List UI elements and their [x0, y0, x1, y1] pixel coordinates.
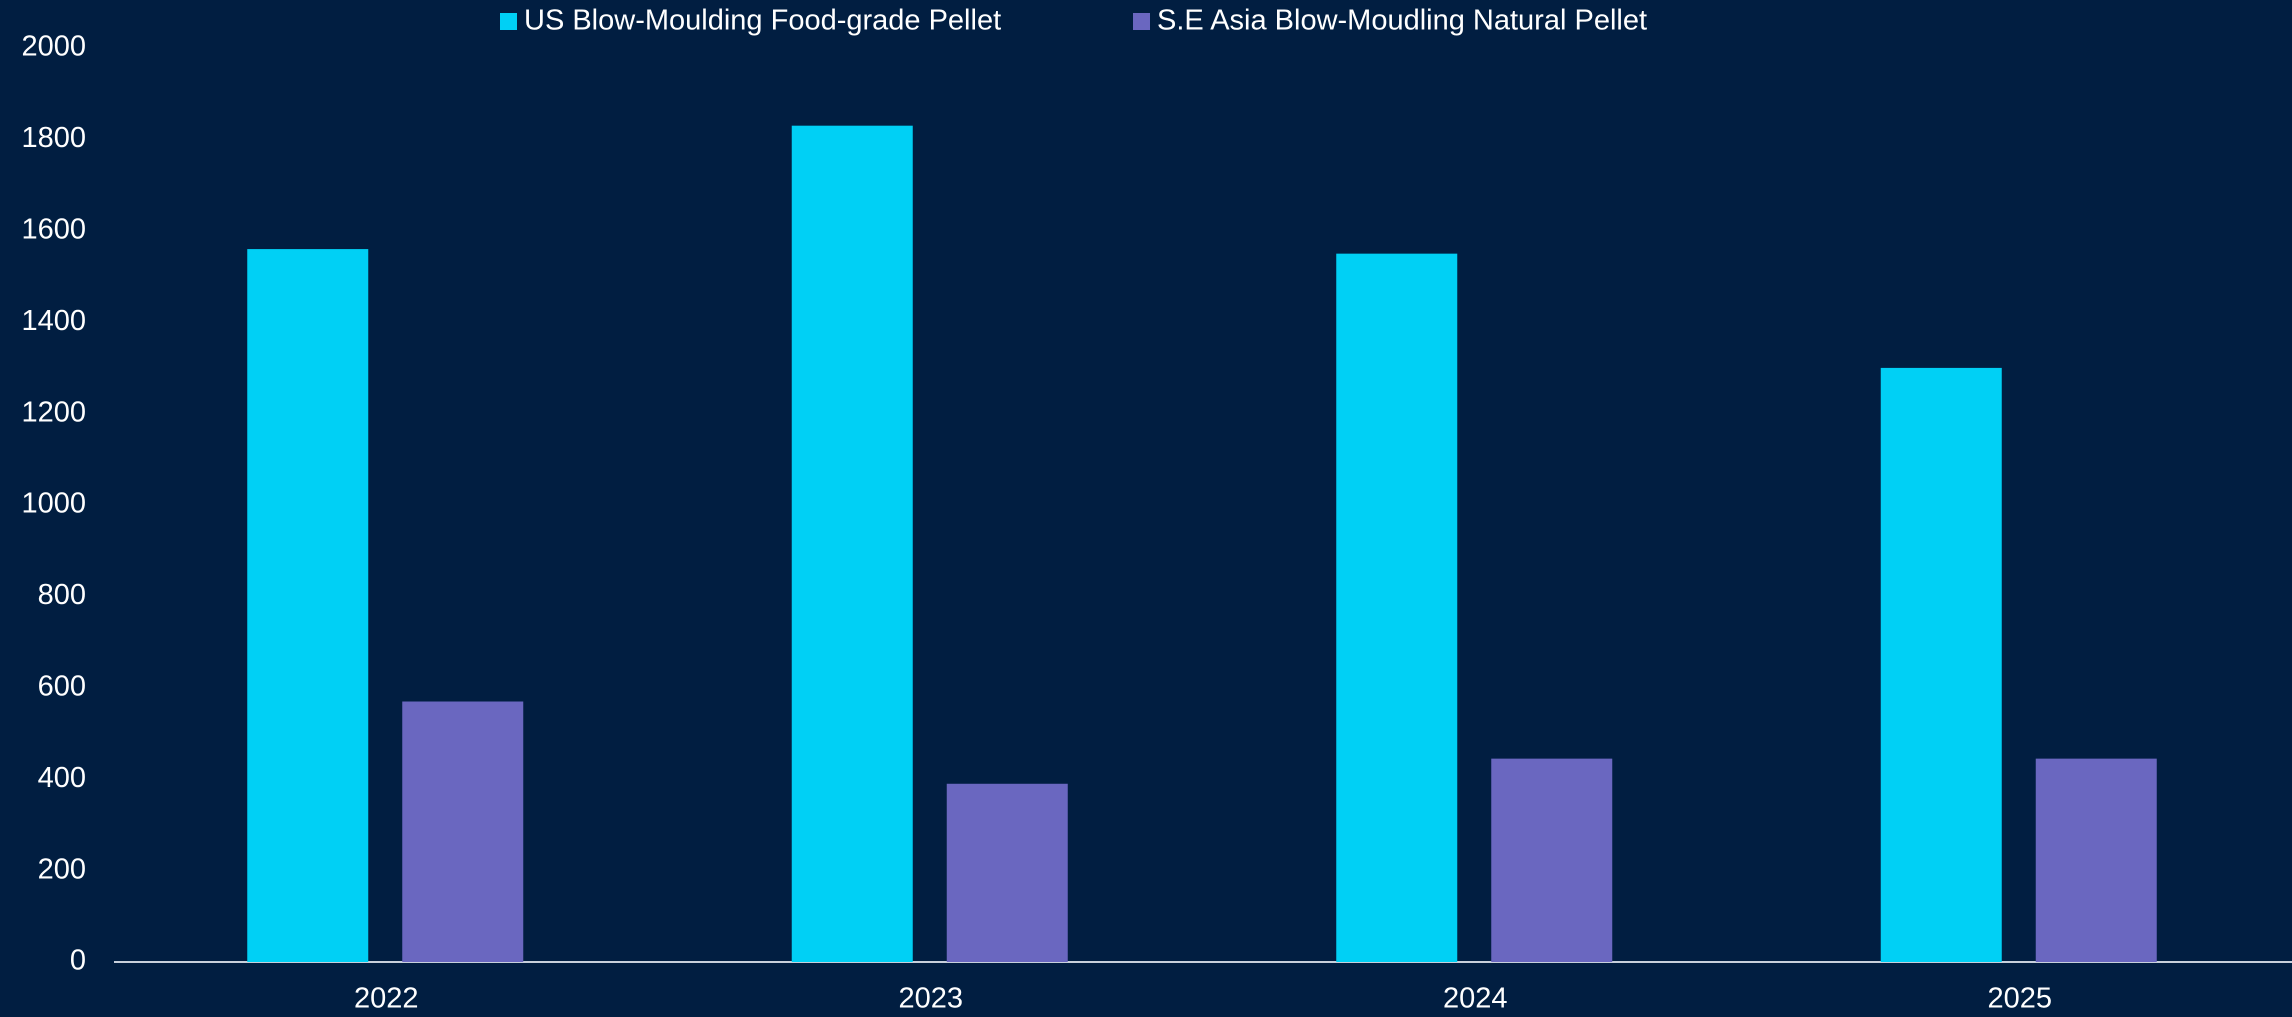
legend-label: S.E Asia Blow-Moudling Natural Pellet — [1157, 5, 1647, 37]
x-tick-label: 2024 — [1443, 983, 1508, 1015]
bar — [946, 783, 1068, 962]
bar — [402, 701, 524, 962]
legend-swatch — [1133, 13, 1150, 30]
bar — [2035, 758, 2157, 962]
y-tick-label: 1000 — [21, 488, 86, 520]
bar — [1880, 367, 2002, 962]
bar — [1491, 758, 1613, 962]
y-tick-label: 800 — [38, 579, 86, 611]
bar — [791, 125, 913, 962]
x-tick-label: 2025 — [1987, 983, 2052, 1015]
y-tick-label: 1600 — [21, 213, 86, 245]
x-tick-label: 2023 — [898, 983, 963, 1015]
bar — [247, 249, 369, 962]
y-tick-label: 400 — [38, 762, 86, 794]
x-tick-label: 2022 — [354, 983, 419, 1015]
legend-label: US Blow-Moulding Food-grade Pellet — [524, 5, 1001, 37]
y-tick-label: 600 — [38, 670, 86, 702]
y-tick-label: 1200 — [21, 396, 86, 428]
y-tick-label: 200 — [38, 853, 86, 885]
bar — [1336, 253, 1458, 962]
y-tick-label: 2000 — [21, 31, 86, 63]
y-tick-label: 1800 — [21, 122, 86, 154]
y-tick-label: 1400 — [21, 305, 86, 337]
y-tick-label: 0 — [70, 945, 86, 977]
legend-swatch — [500, 13, 517, 30]
